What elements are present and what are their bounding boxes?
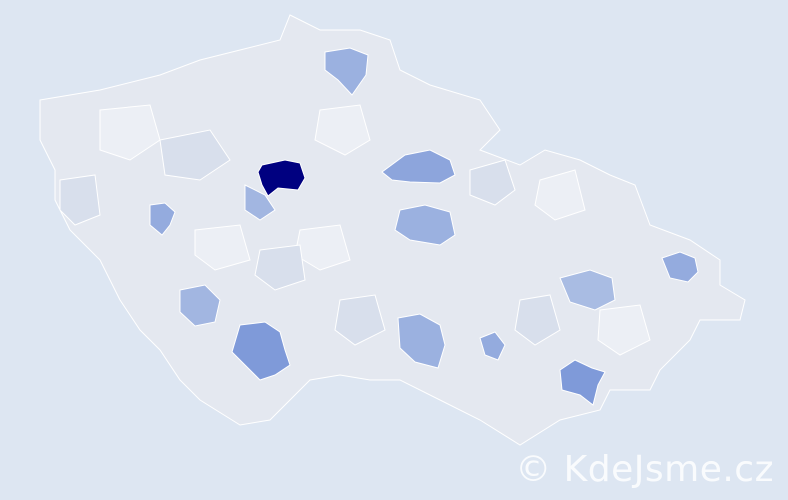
district <box>194 224 251 271</box>
district-klatovy <box>179 284 221 327</box>
district-prague <box>257 159 306 197</box>
district-olomouc <box>559 269 616 311</box>
district <box>99 104 161 161</box>
district-plzen <box>149 202 176 236</box>
district-pardubice <box>394 204 456 246</box>
district <box>59 174 101 226</box>
district-ostrava <box>661 251 699 283</box>
watermark-logo: © KdeJsme.cz <box>515 449 774 490</box>
district-jihlava <box>397 313 446 369</box>
district <box>597 304 651 356</box>
district-layer <box>59 47 699 406</box>
district-ceske-budejovice <box>231 321 291 381</box>
district <box>159 129 231 181</box>
district <box>314 104 371 156</box>
country-outline <box>39 14 746 446</box>
district-brno <box>559 359 606 406</box>
district-liberec <box>324 47 369 96</box>
district <box>254 244 306 291</box>
district-hradec-kralove <box>381 149 456 184</box>
district <box>469 159 516 206</box>
district <box>514 294 561 346</box>
district <box>334 294 386 346</box>
district <box>534 169 586 221</box>
district-trebic <box>479 331 506 361</box>
district-kladno <box>244 184 276 221</box>
